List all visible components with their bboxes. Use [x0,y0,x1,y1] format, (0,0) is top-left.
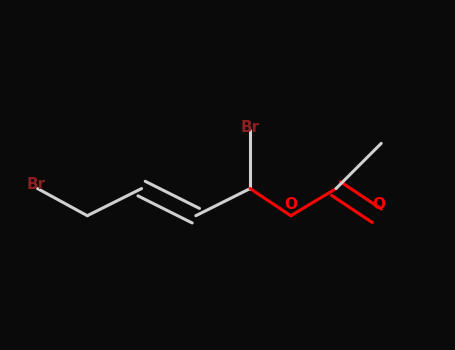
Text: O: O [373,197,385,212]
Text: O: O [284,197,297,212]
Text: Br: Br [241,120,260,134]
Text: Br: Br [27,177,46,192]
